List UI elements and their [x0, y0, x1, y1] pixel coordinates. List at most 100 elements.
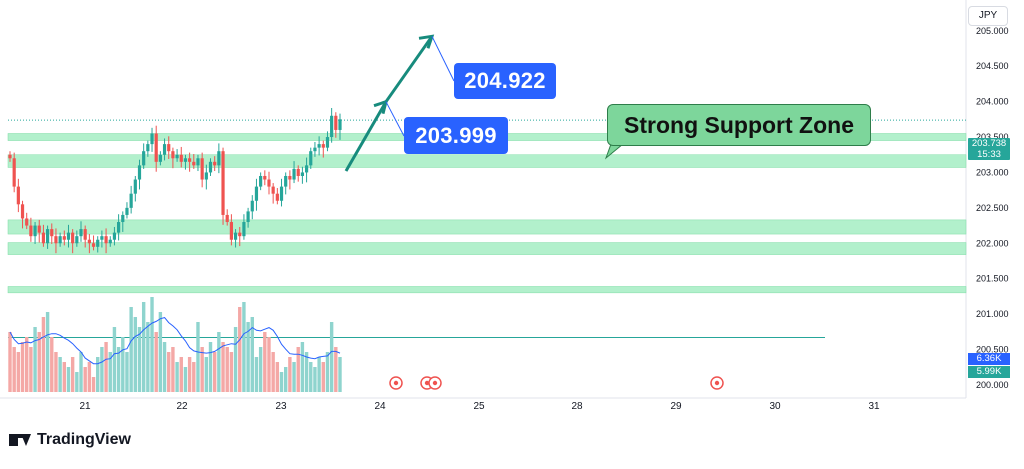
candle-body [304, 165, 309, 173]
volume-bar [254, 357, 259, 392]
volume-bar [29, 347, 33, 392]
volume-bar [267, 337, 271, 392]
volume-bar [300, 342, 305, 392]
candle-body [288, 175, 292, 180]
volume-tag: 5.99K [968, 366, 1010, 378]
volume-bar [58, 357, 62, 392]
volume-bar [275, 362, 280, 392]
candle-body [29, 225, 33, 237]
volume-bar [271, 352, 275, 392]
volume-bar [200, 347, 204, 392]
x-tick-label: 23 [275, 401, 287, 412]
candle-body [108, 239, 112, 244]
x-tick-label: 30 [769, 401, 781, 412]
candle-body [279, 186, 284, 201]
candle-body [37, 225, 41, 233]
candle-body [100, 236, 104, 240]
tradingview-logo-icon [9, 433, 31, 447]
volume-bar [204, 357, 209, 392]
candle-body [259, 175, 263, 187]
projection-arrow-2 [384, 35, 434, 103]
volume-bar [175, 362, 179, 392]
brand-name: TradingView [37, 431, 131, 448]
event-marker-dot-3 [714, 380, 720, 386]
candle-body [317, 144, 321, 148]
y-tick-label: 203.000 [976, 167, 1009, 177]
event-marker-dot-0 [393, 380, 399, 386]
candle-body [188, 158, 192, 162]
volume-bar [313, 367, 317, 392]
candle-body [204, 172, 208, 180]
support-zone-label: Strong Support Zone [607, 104, 871, 146]
volume-bar [116, 347, 121, 392]
volume-bar [75, 372, 79, 392]
volume-bar [187, 357, 192, 392]
volume-bar [12, 347, 16, 392]
tradingview-logo[interactable]: TradingView [9, 430, 131, 450]
volume-bar [212, 352, 217, 392]
volume-bar [45, 312, 50, 392]
candle-body [16, 186, 20, 205]
y-tick-label: 203.500 [976, 132, 1009, 142]
candle-body [91, 243, 96, 247]
volume-ma-line [9, 317, 341, 365]
y-tick-label: 204.500 [976, 61, 1009, 71]
volume-bar [196, 322, 200, 392]
candle-body [8, 154, 12, 159]
volume-bar [309, 362, 313, 392]
volume-bar [16, 352, 21, 392]
candle-body [238, 232, 242, 237]
volume-bar [104, 342, 108, 392]
candle-body [242, 222, 246, 237]
currency-button[interactable]: JPY [968, 6, 1008, 26]
candle-body [112, 232, 117, 240]
volume-bar [242, 302, 246, 392]
volume-bar [325, 352, 330, 392]
y-tick-label: 201.000 [976, 309, 1009, 319]
candle-body [50, 229, 54, 237]
volume-bar [87, 362, 92, 392]
x-tick-label: 25 [473, 401, 485, 412]
candle-body [54, 236, 58, 244]
volume-bar [221, 342, 225, 392]
candle-body [62, 236, 66, 240]
event-marker-dot-2 [432, 380, 438, 386]
volume-bar [137, 327, 142, 392]
volume-bar [279, 372, 284, 392]
y-tick-label: 201.500 [976, 274, 1009, 284]
volume-bar [321, 362, 325, 392]
volume-bar [233, 327, 238, 392]
candle-body [183, 158, 188, 162]
volume-bar [41, 317, 46, 392]
volume-bar [112, 327, 117, 392]
volume-bar [288, 357, 292, 392]
candle-body [58, 236, 62, 244]
volume-bar [283, 367, 288, 392]
volume-bar [79, 352, 83, 392]
volume-bar [66, 367, 71, 392]
y-tick-label: 204.000 [976, 97, 1009, 107]
volume-bar [33, 327, 37, 392]
volume-bar [238, 307, 242, 392]
candle-body [179, 154, 183, 162]
candle-body [175, 154, 179, 159]
volume-bar [62, 362, 67, 392]
volume-bar [133, 317, 138, 392]
last-price-value: 203.738 [971, 138, 1007, 149]
candle-body [117, 222, 121, 233]
candle-body [246, 211, 250, 223]
x-tick-label: 29 [670, 401, 682, 412]
volume-bar [121, 337, 125, 392]
y-tick-label: 205.000 [976, 26, 1009, 36]
y-tick-label: 200.500 [976, 345, 1009, 355]
volume-bar [167, 352, 171, 392]
candle-body [71, 232, 75, 244]
candle-body [275, 193, 279, 201]
candle-body [125, 207, 129, 215]
volume-bar [141, 302, 146, 392]
candle-body [196, 158, 200, 166]
volume-bar [8, 332, 12, 392]
volume-bar [329, 322, 334, 392]
volume-bar [225, 347, 229, 392]
volume-bar [229, 352, 234, 392]
